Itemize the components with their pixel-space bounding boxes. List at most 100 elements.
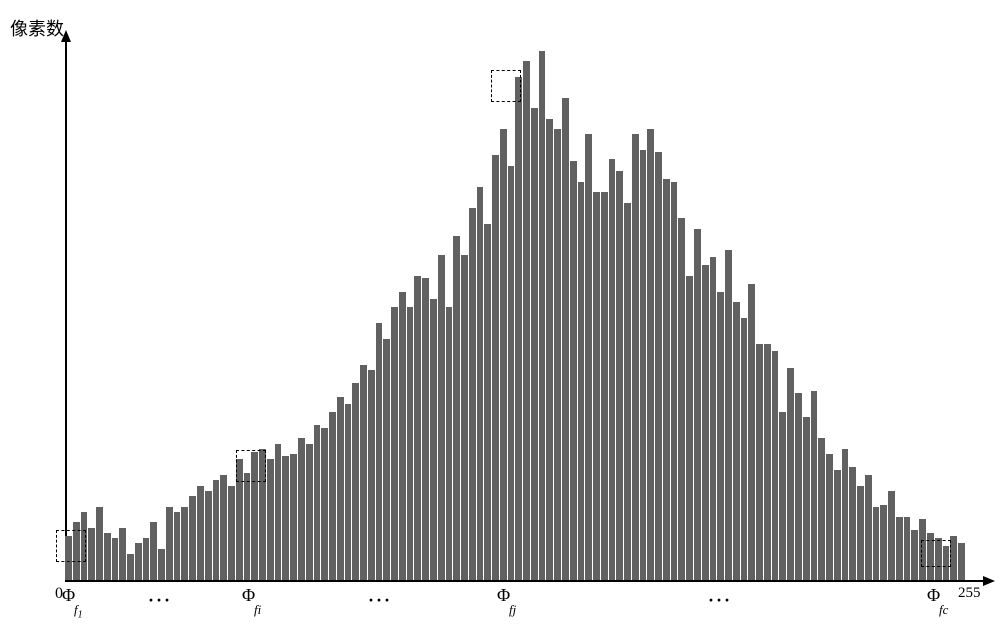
histogram-bar [189, 496, 196, 580]
histogram-bar [663, 179, 670, 580]
histogram-bar [880, 505, 887, 580]
histogram-bar [399, 292, 406, 580]
histogram-bar [407, 307, 414, 580]
histogram-bar [127, 554, 134, 580]
histogram-bar [585, 134, 592, 580]
histogram-bar [779, 412, 786, 580]
histogram-bar [135, 543, 142, 580]
histogram-bar [842, 449, 849, 580]
histogram-bar [911, 530, 918, 580]
histogram-bar [632, 134, 639, 580]
histogram-bar [469, 208, 476, 580]
marker-box-fj [491, 70, 521, 102]
histogram-bar [803, 417, 810, 580]
histogram-bar [244, 473, 251, 580]
histogram-bar [694, 229, 701, 580]
histogram-bar [741, 318, 748, 580]
histogram-bar [772, 351, 779, 580]
histogram-bar [826, 454, 833, 580]
histogram-bar [647, 129, 654, 580]
histogram-bar [314, 425, 321, 580]
histogram-bar [492, 155, 499, 580]
histogram-bar [756, 344, 763, 580]
histogram-bar [430, 299, 437, 580]
histogram-bar [337, 397, 344, 580]
histogram-bar [282, 456, 289, 580]
histogram-bar [484, 224, 491, 581]
histogram-bar [849, 467, 856, 580]
histogram-bar [710, 257, 717, 580]
histogram-bar [531, 108, 538, 580]
marker-box-fi [236, 450, 266, 482]
histogram-bar [213, 480, 220, 580]
histogram-bar [671, 182, 678, 580]
histogram-bar [383, 339, 390, 580]
histogram-bar [461, 255, 468, 580]
histogram-bar [834, 470, 841, 580]
histogram-bar [539, 51, 546, 581]
histogram-bar [717, 292, 724, 580]
histogram-bar [360, 365, 367, 580]
histogram-bar [306, 444, 313, 580]
histogram-bar [896, 517, 903, 580]
histogram-bar [857, 486, 864, 580]
histogram-bar [609, 159, 616, 581]
histogram-bar [96, 507, 103, 580]
histogram-bar [655, 152, 662, 580]
histogram-bar [686, 276, 693, 580]
histogram-bar [725, 250, 732, 580]
histogram-bar [787, 368, 794, 580]
histogram-bar [267, 459, 274, 580]
histogram-bar [446, 307, 453, 580]
histogram-bar [888, 491, 895, 580]
histogram-bar [593, 192, 600, 580]
x-ellipsis: ··· [148, 590, 172, 611]
histogram-bar [112, 538, 119, 580]
histogram-bar [616, 171, 623, 580]
histogram-bar [352, 383, 359, 580]
histogram-bar [181, 507, 188, 580]
histogram-bar [554, 129, 561, 580]
histogram-bar [422, 278, 429, 580]
x-marker-sub-fc: fc [939, 602, 948, 618]
x-ellipsis: ··· [368, 590, 392, 611]
histogram-bar [811, 391, 818, 580]
histogram-bar [523, 61, 530, 580]
histogram-bar [546, 119, 553, 580]
histogram-bar [764, 344, 771, 580]
x-marker-sub-fi: fi [254, 602, 261, 618]
x-axis-line [65, 580, 985, 582]
histogram-bar [733, 302, 740, 580]
x-marker-sub-fj: fj [509, 602, 516, 618]
histogram-bar [150, 522, 157, 580]
histogram-bar [275, 444, 282, 580]
histogram-bar [321, 428, 328, 580]
histogram-bar [143, 538, 150, 580]
histogram-bar [601, 192, 608, 580]
histogram-bar [368, 370, 375, 580]
histogram-bars [65, 40, 965, 580]
histogram-bar [904, 517, 911, 580]
histogram-bar [329, 412, 336, 580]
histogram-bar [345, 404, 352, 580]
marker-box-fc [921, 540, 951, 567]
histogram-bar [640, 150, 647, 580]
histogram-bar [873, 507, 880, 580]
histogram-bar [818, 438, 825, 580]
x-ellipsis: ··· [708, 590, 732, 611]
histogram-bar [453, 236, 460, 580]
histogram-bar [220, 475, 227, 580]
histogram-bar [515, 77, 522, 580]
histogram-bar [570, 161, 577, 580]
histogram-bar [865, 475, 872, 580]
histogram-bar [174, 512, 181, 580]
histogram-bar [748, 284, 755, 580]
histogram-bar [104, 533, 111, 580]
histogram-bar [290, 454, 297, 580]
marker-box-f1 [56, 530, 86, 562]
histogram-bar [477, 187, 484, 580]
histogram-bar [578, 182, 585, 580]
histogram-bar [438, 255, 445, 580]
histogram-bar [391, 307, 398, 580]
histogram-bar [508, 166, 515, 580]
